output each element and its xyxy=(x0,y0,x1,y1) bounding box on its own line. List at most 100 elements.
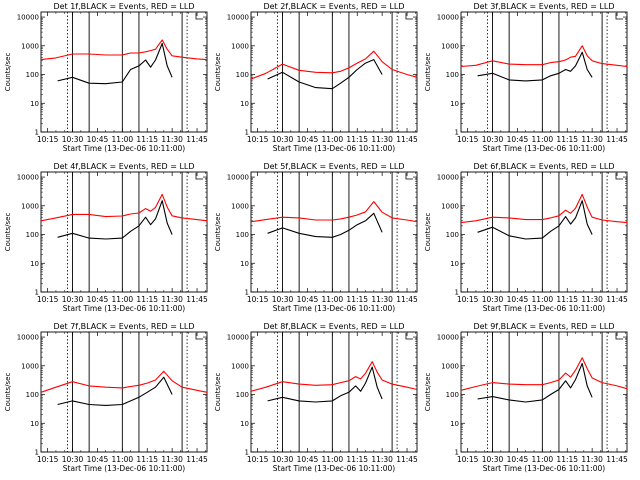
plot-frame xyxy=(40,171,208,293)
y-tick-label: 1000 xyxy=(231,42,249,50)
lld-series-line xyxy=(250,201,418,223)
events-series-line xyxy=(477,200,593,240)
events-series-line xyxy=(267,212,383,238)
x-tick-label: 10:30 xyxy=(62,135,84,144)
x-tick-label: 11:30 xyxy=(581,455,603,464)
x-tick-label: 10:45 xyxy=(297,135,319,144)
x-tick-label: 11:45 xyxy=(606,135,628,144)
panel-title: Det 8f,BLACK = Events, RED = LLD xyxy=(263,322,404,331)
x-tick-label: 11:45 xyxy=(186,455,208,464)
x-tick-label: 10:45 xyxy=(507,295,529,304)
lld-series-line xyxy=(40,39,208,61)
plot-frame xyxy=(40,11,208,133)
y-tick-label: 10 xyxy=(450,100,459,108)
x-tick-label: 10:15 xyxy=(247,295,269,304)
lld-series-line xyxy=(250,50,418,80)
y-tick-label: 100 xyxy=(236,391,249,399)
panel-4: Det 4f,BLACK = Events, RED = LLD 1 10 100 10… xyxy=(4,162,208,313)
y-tick-label: 100 xyxy=(446,231,459,239)
x-tick-label: 11:30 xyxy=(371,455,393,464)
x-tick-label: 10:30 xyxy=(272,135,294,144)
y-tick-label: 1000 xyxy=(231,362,249,370)
events-series-line xyxy=(477,51,593,82)
x-tick-label: 11:00 xyxy=(322,455,344,464)
x-tick-label: 11:15 xyxy=(556,295,578,304)
x-tick-label: 10:45 xyxy=(87,295,109,304)
x-axis-label: Start Time (13-Dec-06 10:11:00) xyxy=(63,464,185,473)
events-series-line xyxy=(57,42,173,85)
y-tick-label: 1 xyxy=(245,449,249,457)
x-tick-label: 10:45 xyxy=(507,135,529,144)
y-tick-label: 1000 xyxy=(21,362,39,370)
panel-title: Det 2f,BLACK = Events, RED = LLD xyxy=(263,2,404,11)
x-tick-label: 11:00 xyxy=(112,295,134,304)
panel-title: Det 5f,BLACK = Events, RED = LLD xyxy=(263,162,404,171)
x-tick-label: 10:30 xyxy=(62,455,84,464)
plot-frame xyxy=(460,171,628,293)
plot-frame xyxy=(250,171,418,293)
x-axis-label: Start Time (13-Dec-06 10:11:00) xyxy=(273,304,395,313)
y-tick-label: 10 xyxy=(450,260,459,268)
x-tick-label: 10:15 xyxy=(457,455,479,464)
x-axis-label: Start Time (13-Dec-06 10:11:00) xyxy=(273,144,395,153)
y-tick-label: 10 xyxy=(450,420,459,428)
y-tick-label: 10000 xyxy=(17,334,39,342)
lld-series-line xyxy=(40,193,208,222)
x-tick-label: 10:45 xyxy=(297,295,319,304)
y-tick-label: 10000 xyxy=(227,334,249,342)
lld-series-line xyxy=(460,357,628,391)
x-tick-label: 11:30 xyxy=(581,135,603,144)
x-tick-label: 11:45 xyxy=(186,295,208,304)
corner-marker xyxy=(195,173,203,180)
y-tick-label: 1000 xyxy=(231,202,249,210)
x-tick-label: 11:45 xyxy=(396,135,418,144)
y-tick-label: 10000 xyxy=(437,174,459,182)
y-tick-label: 100 xyxy=(446,391,459,399)
lld-series-line xyxy=(40,370,208,393)
x-tick-label: 11:15 xyxy=(346,295,368,304)
panel-title: Det 9f,BLACK = Events, RED = LLD xyxy=(473,322,614,331)
y-tick-label: 100 xyxy=(26,391,39,399)
y-tick-label: 1 xyxy=(245,129,249,137)
events-series-line xyxy=(477,362,593,403)
corner-marker xyxy=(405,173,413,180)
events-series-line xyxy=(57,200,173,240)
x-tick-label: 11:30 xyxy=(581,295,603,304)
x-tick-label: 11:00 xyxy=(112,455,134,464)
y-tick-label: 10 xyxy=(240,420,249,428)
x-tick-label: 11:15 xyxy=(136,455,158,464)
x-tick-label: 11:15 xyxy=(346,455,368,464)
x-tick-label: 11:00 xyxy=(532,295,554,304)
x-axis-label: Start Time (13-Dec-06 10:11:00) xyxy=(63,304,185,313)
x-tick-label: 11:30 xyxy=(161,455,183,464)
x-tick-label: 10:45 xyxy=(297,455,319,464)
y-tick-label: 10 xyxy=(30,260,39,268)
y-tick-label: 100 xyxy=(446,71,459,79)
plot-frame xyxy=(250,331,418,453)
x-tick-label: 11:30 xyxy=(161,135,183,144)
panel-9: Det 9f,BLACK = Events, RED = LLD 1 10 100 10… xyxy=(424,322,628,473)
x-tick-label: 11:45 xyxy=(396,455,418,464)
panel-8: Det 8f,BLACK = Events, RED = LLD 1 10 100 10… xyxy=(214,322,418,473)
y-axis-label: Counts/sec xyxy=(4,213,12,252)
y-tick-label: 1 xyxy=(35,289,39,297)
x-tick-label: 11:00 xyxy=(322,135,344,144)
y-tick-label: 1 xyxy=(35,449,39,457)
corner-marker xyxy=(615,173,623,180)
x-tick-label: 11:45 xyxy=(606,295,628,304)
x-tick-label: 10:15 xyxy=(457,135,479,144)
y-tick-label: 1 xyxy=(455,129,459,137)
x-tick-label: 10:15 xyxy=(457,295,479,304)
panel-3: Det 3f,BLACK = Events, RED = LLD 1 10 100 10… xyxy=(424,2,628,153)
x-tick-label: 10:15 xyxy=(37,455,59,464)
x-tick-label: 10:30 xyxy=(272,455,294,464)
lld-series-line xyxy=(460,193,628,224)
plot-frame xyxy=(460,331,628,453)
lld-series-line xyxy=(460,45,628,68)
x-tick-label: 11:15 xyxy=(556,135,578,144)
x-tick-label: 11:45 xyxy=(606,455,628,464)
x-tick-label: 11:00 xyxy=(532,455,554,464)
y-tick-label: 10 xyxy=(30,100,39,108)
corner-marker xyxy=(405,13,413,20)
lld-series-line xyxy=(250,361,418,392)
